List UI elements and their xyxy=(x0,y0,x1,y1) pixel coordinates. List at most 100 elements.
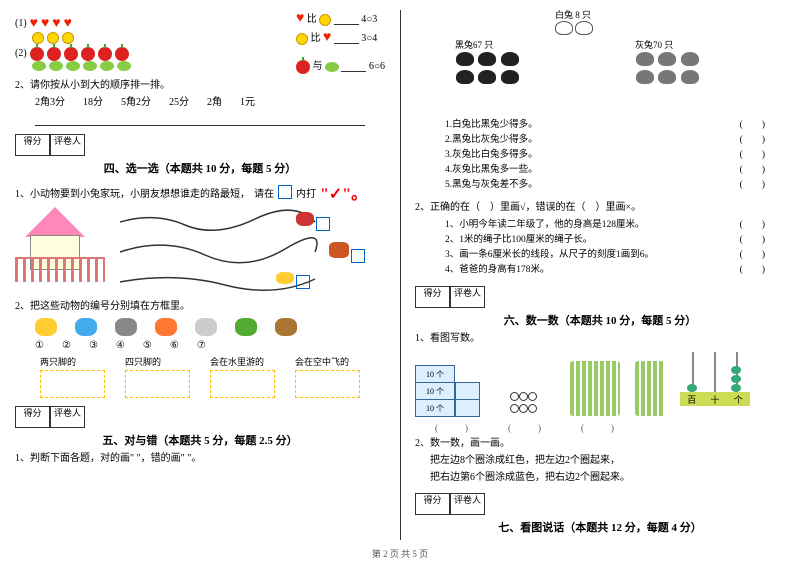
box-stack: 10 个 10 个 10 个 xyxy=(415,365,495,416)
green-fruit-icon xyxy=(83,61,97,71)
section4-title: 四、选一选（本题共 10 分，每题 5 分） xyxy=(15,160,385,176)
s6q2-l2: 把右边第6个圈涂成蓝色，把右边2个圈起来。 xyxy=(415,471,785,485)
sticks-bundle xyxy=(570,361,620,416)
goose-icon xyxy=(195,318,217,336)
white-rabbit-icon xyxy=(555,21,573,35)
right-column: 白兔 8 只 黑兔67 只 灰兔70 只 1.白兔比黑兔少得多。( ) 2.黑兔… xyxy=(400,0,800,565)
compare-block: (1) ♥ ♥ ♥ ♥ (2) xyxy=(15,10,385,76)
path-picture xyxy=(15,207,385,297)
answer-paren[interactable]: ( ) xyxy=(740,263,765,278)
elephant-icon xyxy=(115,318,137,336)
icon-rows: (1) ♥ ♥ ♥ ♥ (2) xyxy=(15,16,131,71)
smiley-icon xyxy=(62,32,74,44)
apple-icon xyxy=(64,47,78,61)
answer-paren[interactable]: ( ) xyxy=(740,148,765,163)
checkbox[interactable] xyxy=(316,217,330,231)
rooster-icon xyxy=(329,242,349,258)
checkbox[interactable] xyxy=(296,275,310,289)
green-fruit-icon xyxy=(100,61,114,71)
horse-icon xyxy=(275,318,297,336)
hearts-row: (1) ♥ ♥ ♥ ♥ xyxy=(15,16,131,32)
r-q2-items: 1、小明今年读二年级了，他的身高是128厘米。( ) 2、1米的绳子比100厘米… xyxy=(415,218,785,278)
apple-icon xyxy=(30,47,44,61)
answer-paren[interactable]: ( ) xyxy=(740,118,765,133)
counting-pictures: 10 个 10 个 10 个 百 十 个 xyxy=(415,351,785,416)
apple-icon xyxy=(47,47,61,61)
apple-icon xyxy=(98,47,112,61)
answer-box[interactable] xyxy=(210,370,275,398)
butterfly-icon xyxy=(155,318,177,336)
example-box xyxy=(278,185,292,199)
gray-rabbit-group: 灰兔70 只 xyxy=(635,38,700,87)
answer-box[interactable] xyxy=(125,370,190,398)
smiley-icon xyxy=(47,32,59,44)
gray-rabbit-icon xyxy=(636,70,654,84)
score-box: 得分 评卷人 xyxy=(15,134,385,156)
sort-question: 2、请你按从小到大的顺序排一排。 xyxy=(15,79,385,93)
checkbox[interactable] xyxy=(351,249,365,263)
left-column: (1) ♥ ♥ ♥ ♥ (2) xyxy=(0,0,400,565)
black-rabbit-icon xyxy=(478,70,496,84)
black-rabbit-icon xyxy=(501,70,519,84)
green-fruit-icon xyxy=(66,61,80,71)
heart-icon: ♥ xyxy=(296,11,304,26)
blank[interactable] xyxy=(334,15,359,25)
paths xyxy=(115,207,345,297)
r-q2-text: 2、正确的在（ ）里画√，错误的在（ ）里画×。 xyxy=(415,201,785,215)
green-row xyxy=(15,61,131,71)
abacus: 百 十 个 xyxy=(680,351,750,416)
black-rabbit-icon xyxy=(456,52,474,66)
checkmark-icon: "✓"。 xyxy=(320,180,367,204)
rabbit-illustration: 白兔 8 只 黑兔67 只 灰兔70 只 xyxy=(415,8,785,118)
answer-paren[interactable]: ( ) xyxy=(740,178,765,193)
blank[interactable] xyxy=(334,34,359,44)
blank-paren[interactable]: ( ) xyxy=(508,421,541,434)
crab-icon xyxy=(296,212,314,226)
blank-paren[interactable]: ( ) xyxy=(581,421,614,434)
fish-icon xyxy=(75,318,97,336)
answer-paren[interactable]: ( ) xyxy=(740,163,765,178)
apple-icon xyxy=(115,47,129,61)
s6q1: 1、看图写数。 xyxy=(415,332,785,346)
duck-icon xyxy=(276,272,294,284)
page-footer: 第 2 页 共 5 页 xyxy=(0,547,800,560)
apple-row: (2) xyxy=(15,47,131,61)
s4q2-text: 2、把这些动物的编号分别填在方框里。 xyxy=(15,300,385,314)
answer-line[interactable] xyxy=(35,114,365,126)
heart-icon: ♥ xyxy=(41,16,49,32)
answer-paren[interactable]: ( ) xyxy=(740,133,765,148)
animal-numbers: ① ② ③ ④ ⑤ ⑥ ⑦ xyxy=(15,340,385,351)
blank-paren[interactable]: ( ) xyxy=(435,421,468,434)
s4q1: 1、小动物要到小兔家玩，小朋友想想谁走的路最短， 请在 内打 "✓"。 xyxy=(15,180,385,204)
gray-rabbit-icon xyxy=(681,52,699,66)
categories: 两只脚的 四只脚的 会在水里游的 会在空中飞的 xyxy=(15,355,385,398)
score-label: 得分 xyxy=(15,134,50,156)
answer-paren[interactable]: ( ) xyxy=(740,218,765,233)
answer-box[interactable] xyxy=(295,370,360,398)
gray-rabbit-icon xyxy=(636,52,654,66)
black-rabbit-group: 黑兔67 只 xyxy=(455,38,520,87)
sticks-loose xyxy=(635,361,665,416)
s6q2: 2、数一数，画一画。 xyxy=(415,437,785,451)
heart-icon: ♥ xyxy=(52,16,60,32)
heart-icon: ♥ xyxy=(30,16,38,32)
s5q1: 1、判断下面各题，对的画" "，错的画" "。 xyxy=(15,452,385,466)
black-rabbit-icon xyxy=(478,52,496,66)
circles xyxy=(510,392,555,416)
blank[interactable] xyxy=(341,62,366,72)
section7-title: 七、看图说话（本题共 12 分，每题 4 分） xyxy=(415,519,785,535)
apple-icon xyxy=(296,60,310,74)
gray-rabbit-icon xyxy=(658,52,676,66)
marker-label: 评卷人 xyxy=(50,134,85,156)
heart-icon: ♥ xyxy=(64,16,72,32)
answer-paren[interactable]: ( ) xyxy=(740,233,765,248)
section5-title: 五、对与错（本题共 5 分，每题 2.5 分） xyxy=(15,432,385,448)
answer-box[interactable] xyxy=(40,370,105,398)
section6-title: 六、数一数（本题共 10 分，每题 5 分） xyxy=(415,312,785,328)
white-rabbit-label: 白兔 8 只 xyxy=(555,8,593,37)
row2-label: (2) xyxy=(15,48,27,59)
answer-paren[interactable]: ( ) xyxy=(740,248,765,263)
sort-items: 2角3分 18分 5角2分 25分 2角 1元 xyxy=(15,96,385,110)
green-fruit-icon xyxy=(32,61,46,71)
compare-exprs: ♥ 比 4○3 比 ♥ 3○4 与 6○6 xyxy=(296,10,385,76)
